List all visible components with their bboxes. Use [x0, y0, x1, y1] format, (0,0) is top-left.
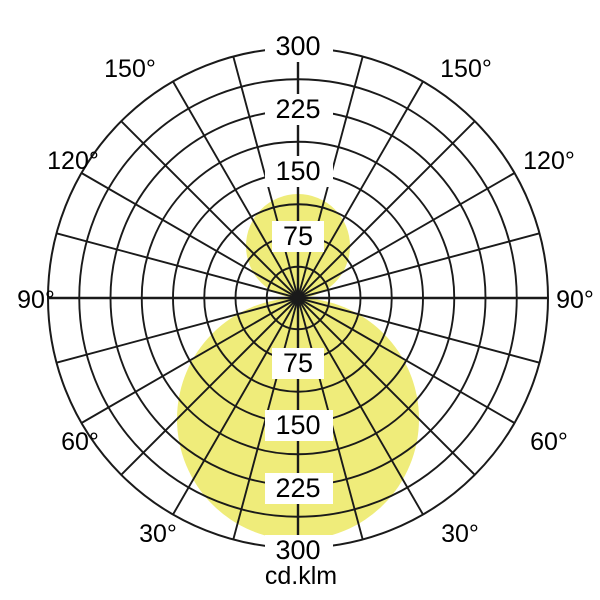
angle-label-left-60: 60° — [61, 428, 99, 456]
radial-label-up-225: 225 — [275, 94, 320, 124]
angle-label-left-120: 120° — [47, 147, 99, 175]
radial-label-down-300: 300 — [275, 535, 320, 565]
radial-labels-up: 75 150 225 300 — [265, 31, 333, 252]
radial-label-up-75-bg — [272, 221, 324, 252]
radial-label-up-300-bg — [265, 31, 333, 62]
angle-label-right-90: 90° — [556, 286, 594, 314]
radial-label-down-75: 75 — [283, 348, 313, 378]
angle-label-right-150: 150° — [440, 55, 492, 83]
radial-label-down-225-bg — [265, 473, 333, 504]
unit-label: cd.klm — [265, 562, 337, 590]
radial-label-down-75-bg — [272, 348, 324, 379]
radial-label-up-150: 150 — [275, 156, 320, 186]
angle-label-right-30: 30° — [441, 520, 479, 548]
radial-label-up-225-bg — [265, 94, 333, 125]
radial-labels-down: 75 150 225 300 — [265, 348, 333, 566]
angle-label-right-60: 60° — [530, 428, 568, 456]
angle-label-left-150: 150° — [104, 55, 156, 83]
radial-label-down-300-bg — [265, 535, 333, 566]
angle-labels-left: 150° 120° 90° 60° 30° — [17, 55, 177, 548]
radial-label-up-300: 300 — [275, 31, 320, 61]
radial-label-down-150: 150 — [275, 410, 320, 440]
angle-label-right-120: 120° — [523, 147, 575, 175]
angle-labels-right: 150° 120° 90° 60° 30° — [440, 55, 594, 548]
radial-label-up-75: 75 — [283, 221, 313, 251]
radial-label-down-150-bg — [265, 410, 333, 441]
angle-label-left-90: 90° — [17, 286, 55, 314]
origin-point — [291, 291, 305, 305]
radial-label-down-225: 225 — [275, 473, 320, 503]
angle-label-left-30: 30° — [139, 520, 177, 548]
radial-label-up-150-bg — [265, 156, 333, 187]
